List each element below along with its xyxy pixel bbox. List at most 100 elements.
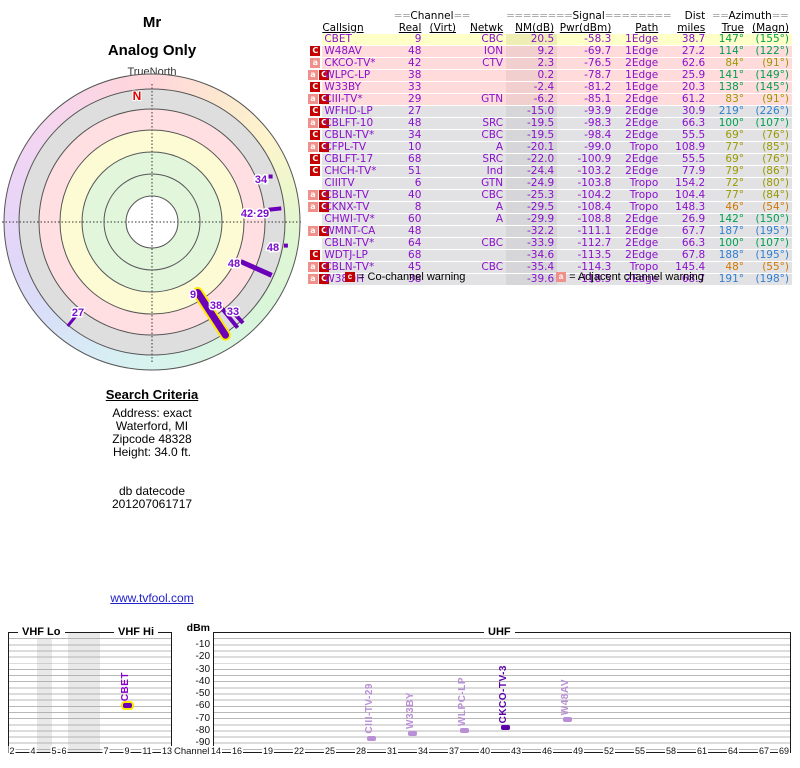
north-n-label: N (133, 89, 142, 103)
channel-tick: 49 (571, 746, 585, 756)
pwr-cell: -108.4 (557, 201, 615, 214)
dist-cell: 67.7 (661, 225, 709, 238)
pwr-cell: -98.4 (557, 129, 615, 142)
adjacent-channel-badge: a (308, 262, 318, 272)
dist-cell: 38.7 (661, 34, 709, 46)
dist-cell: 30.9 (661, 105, 709, 118)
band-label-vhf-lo: VHF Lo (18, 626, 65, 638)
channel-tick: 7 (102, 746, 110, 756)
network-cell: CBC (461, 237, 507, 250)
azimuth-magn-cell: (54°) (747, 201, 792, 214)
nm-cell: -35.4 (506, 261, 558, 274)
virt-channel-cell (424, 45, 462, 58)
callsign-cell: CBLN-TV* (322, 237, 394, 250)
pwr-cell: -104.2 (557, 189, 615, 202)
marker-label-27: 27 (72, 307, 84, 319)
adjacent-channel-badge: a (308, 94, 318, 104)
callsign-cell: CBLFT-17 (322, 153, 394, 166)
spectrum-bar-wlpc (460, 728, 469, 733)
virt-channel-cell (424, 117, 462, 130)
azimuth-magn-cell: (76°) (747, 129, 792, 142)
nm-cell: -2.4 (506, 81, 558, 94)
pwr-cell: -113.5 (557, 249, 615, 262)
nm-cell: -19.5 (506, 117, 558, 130)
azimuth-true-cell: 142° (708, 213, 748, 226)
callsign-cell: CFPL-TV (322, 141, 394, 154)
col-nm: NM(dB) (515, 22, 555, 34)
network-cell: A (461, 201, 507, 214)
col-real: Real (398, 22, 422, 34)
marker-ch48-dot (283, 243, 288, 248)
table-row: CBLN-TV* 64 CBC -33.9 -112.7 2Edge 66.3 … (307, 237, 792, 250)
nm-cell: -22.0 (506, 153, 558, 166)
channel-tick: 14 (209, 746, 223, 756)
marker-label-48: 48 (228, 258, 240, 270)
path-cell: 2Edge (614, 237, 662, 250)
co-channel-badge: C (310, 250, 321, 260)
azimuth-true-cell: 79° (708, 165, 748, 178)
real-channel-cell: 60 (393, 213, 425, 226)
path-cell: Tropo (614, 201, 662, 214)
pwr-cell: -85.1 (557, 93, 615, 106)
network-cell: GTN (461, 177, 507, 190)
warning-badges: C (307, 105, 323, 118)
table-row: C CBLN-TV* 34 CBC -19.5 -98.4 2Edge 55.5… (307, 129, 792, 142)
table-row: CHWI-TV* 60 A -29.9 -108.8 2Edge 26.9 14… (307, 213, 792, 226)
pwr-cell: -78.7 (557, 69, 615, 82)
path-cell: 2Edge (614, 165, 662, 178)
network-cell (461, 69, 507, 82)
channel-tick: 2 (8, 746, 16, 756)
nm-cell: -39.6 (506, 273, 558, 286)
azimuth-magn-cell: (107°) (747, 117, 792, 130)
marker-ch9 (194, 289, 229, 339)
network-cell: A (461, 141, 507, 154)
virt-channel-cell (424, 165, 462, 178)
col-netwk: Netwk (469, 22, 504, 34)
table-row: C W48AV 48 ION 9.2 -69.7 1Edge 27.2 114°… (307, 45, 792, 58)
callsign-cell: CBLFT-10 (322, 117, 394, 130)
marker-label-48b: 48 (267, 242, 279, 254)
warning-badges (307, 34, 323, 46)
search-city: Waterford, MI (115, 419, 189, 433)
adjacent-channel-badge: a (310, 58, 321, 68)
path-cell: 2Edge (614, 93, 662, 106)
marker-ch27 (66, 315, 78, 328)
virt-channel-cell (424, 34, 462, 46)
table-row: aC WMNT-CA 48 -32.2 -111.1 2Edge 67.7 18… (307, 225, 792, 238)
polar-gridlines (3, 73, 301, 371)
nm-cell: -15.0 (506, 105, 558, 118)
azimuth-true-cell: 187° (708, 225, 748, 238)
callsign-cell: W38DH (322, 273, 394, 286)
azimuth-magn-cell: (195°) (747, 249, 792, 262)
nm-cell: -29.5 (506, 201, 558, 214)
callsign-cell: W48AV (322, 45, 394, 58)
tvfool-link[interactable]: www.tvfool.com (110, 591, 194, 605)
col-virt: (Virt) (429, 22, 457, 34)
vhf-gap-band-1 (37, 633, 52, 752)
channel-tick: 52 (602, 746, 616, 756)
nm-cell: -24.4 (506, 165, 558, 178)
nm-cell: -33.9 (506, 237, 558, 250)
real-channel-cell: 45 (393, 261, 425, 274)
channel-tick: 25 (323, 746, 337, 756)
virt-channel-cell (424, 81, 462, 94)
azimuth-true-cell: 69° (708, 129, 748, 142)
channel-tick: 46 (540, 746, 554, 756)
network-cell: CBC (461, 261, 507, 274)
db-datecode-value: 201207061717 (111, 497, 193, 511)
pwr-cell: -69.7 (557, 45, 615, 58)
marker-label-38: 38 (210, 300, 222, 312)
warning-badges: C (307, 45, 323, 58)
azimuth-true-cell: 147° (708, 34, 748, 46)
path-cell: 2Edge (614, 213, 662, 226)
nm-cell: 2.3 (506, 57, 558, 70)
report-title: Mr (142, 14, 162, 31)
pwr-cell: -58.3 (557, 34, 615, 46)
nm-cell: 20.5 (506, 34, 558, 46)
real-channel-cell: 42 (393, 57, 425, 70)
network-cell: CBC (461, 189, 507, 202)
warning-badges: C (307, 81, 323, 94)
table-row: C WDTJ-LP 68 -34.6 -113.5 2Edge 67.8 188… (307, 249, 792, 262)
adjacent-channel-badge: a (308, 202, 318, 212)
